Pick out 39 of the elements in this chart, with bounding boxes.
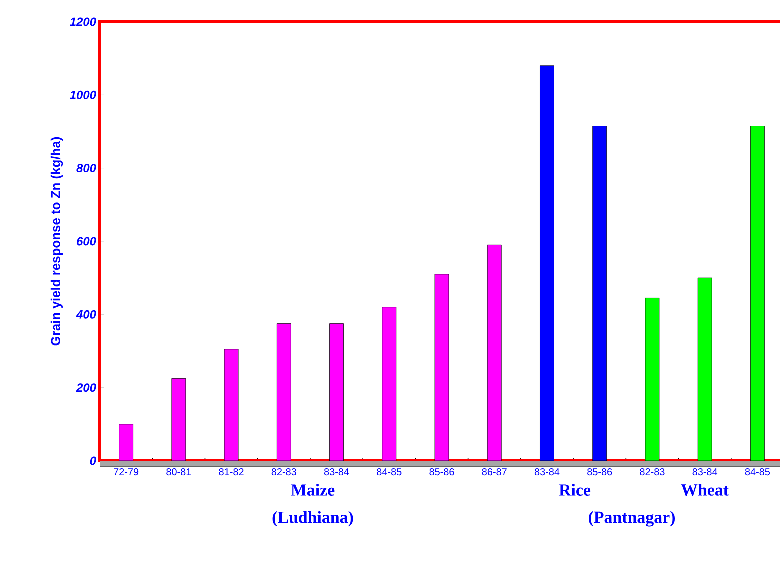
x-tick-label: 82-83 — [272, 468, 296, 476]
bar — [487, 244, 502, 462]
x-tick-label: 85-86 — [588, 468, 612, 476]
bar — [172, 378, 186, 462]
bar — [698, 278, 712, 462]
x-tick-label: 83-84 — [692, 468, 718, 476]
x-tick-label: 85-86 — [430, 468, 454, 476]
bar — [540, 66, 554, 462]
x-tick-label: 83-84 — [534, 468, 560, 476]
bar — [434, 274, 450, 462]
y-tick-label: 1200 — [70, 18, 96, 26]
x-tick-label: 84-85 — [745, 468, 770, 476]
bar — [276, 324, 292, 462]
bar — [592, 126, 608, 462]
y-tick-label: 600 — [77, 237, 96, 246]
x-tick-label: 82-83 — [640, 468, 665, 476]
text: Rice — [559, 484, 591, 496]
bar — [119, 424, 134, 462]
text: Maize — [291, 484, 335, 496]
text: Wheat — [681, 484, 729, 496]
y-tick-label: 200 — [76, 384, 96, 392]
text: (Ludhiana) — [272, 511, 354, 527]
y-tick-label: 400 — [76, 310, 96, 319]
text: (Pantnagar) — [589, 511, 676, 527]
x-tick-label: 86-87 — [482, 468, 507, 476]
bar — [224, 349, 239, 462]
y-tick-label: 0 — [90, 456, 96, 466]
y-tick-label: 800 — [76, 164, 96, 173]
x-tick-label: 80-81 — [166, 468, 192, 476]
x-tick-label: 83-84 — [324, 468, 350, 476]
bar — [645, 298, 660, 462]
bar — [750, 126, 765, 462]
x-tick-label: 81-82 — [219, 468, 244, 476]
y-tick-label: 1000 — [70, 90, 96, 100]
x-tick-label: 84-85 — [377, 468, 402, 476]
x-tick-label: 72-79 — [114, 468, 139, 476]
bar — [382, 307, 397, 462]
y-axis-title: Grain yield response to Zn (kg/ha) — [50, 137, 64, 346]
bar — [330, 324, 344, 462]
